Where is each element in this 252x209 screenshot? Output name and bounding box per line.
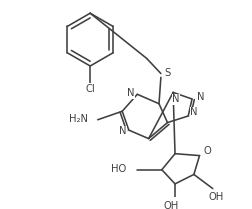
Text: OH: OH	[209, 192, 224, 202]
Text: N: N	[172, 94, 180, 104]
Text: N: N	[127, 88, 135, 98]
Text: Cl: Cl	[85, 84, 95, 94]
Text: S: S	[164, 68, 171, 78]
Text: OH: OH	[164, 201, 179, 209]
Text: N: N	[197, 92, 204, 102]
Text: N: N	[119, 126, 127, 136]
Text: N: N	[190, 107, 198, 117]
Text: H₂N: H₂N	[69, 114, 88, 124]
Text: O: O	[203, 146, 211, 156]
Text: HO: HO	[111, 164, 126, 174]
